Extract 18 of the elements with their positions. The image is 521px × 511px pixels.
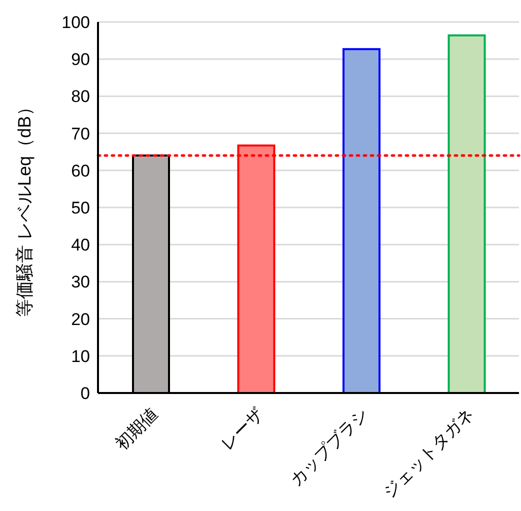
- x-tick-label: カップブラシ: [286, 404, 372, 490]
- x-tick-label: ジェットタガネ: [380, 404, 478, 502]
- y-tick-label: 70: [71, 124, 90, 144]
- y-tick-label: 80: [71, 87, 90, 106]
- y-tick-label: 100: [62, 13, 90, 32]
- y-tick-label: 10: [71, 346, 90, 366]
- x-tick-label: レーザ: [217, 404, 267, 454]
- y-tick-label: 40: [71, 236, 90, 255]
- y-tick-label: 90: [71, 50, 90, 70]
- x-tick-label: 初期値: [112, 404, 162, 454]
- y-axis-title: 等価騒音 レベルLeq（dB）: [14, 98, 34, 318]
- y-tick-label: 30: [71, 272, 90, 292]
- bar: [342, 48, 380, 393]
- bar: [448, 34, 486, 393]
- y-tick-label: 20: [71, 310, 90, 329]
- y-tick-label: 0: [80, 384, 90, 404]
- y-tick-label: 50: [71, 198, 90, 218]
- y-tick-label: 60: [71, 161, 90, 180]
